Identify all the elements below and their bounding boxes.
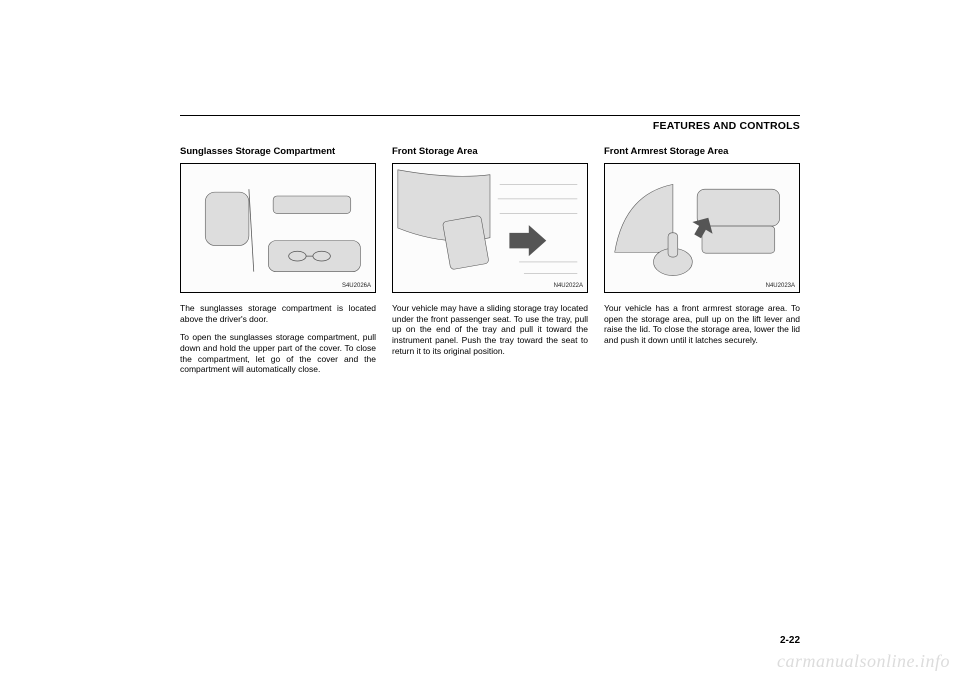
col3-figure: N4U2023A [604,163,800,293]
col1-para2: To open the sunglasses storage compartme… [180,332,376,375]
col1-heading: Sunglasses Storage Compartment [180,146,376,157]
page-number: 2-22 [780,635,800,646]
col2-heading: Front Storage Area [392,146,588,157]
col1-para1: The sunglasses storage compartment is lo… [180,303,376,324]
column-3: Front Armrest Storage Area N4U2023A Your… [604,146,800,383]
column-1: Sunglasses Storage Compartment S4U2026A … [180,146,376,383]
col2-figure-caption: N4U2022A [554,283,583,289]
col3-figure-caption: N4U2023A [766,283,795,289]
col3-para1: Your vehicle has a front armrest storage… [604,303,800,346]
col2-figure: N4U2022A [392,163,588,293]
col3-heading: Front Armrest Storage Area [604,146,800,157]
column-2: Front Storage Area N4U2022A Your v [392,146,588,383]
page-content: FEATURES AND CONTROLS Sunglasses Storage… [180,115,800,383]
col1-figure-caption: S4U2026A [342,283,371,289]
watermark: carmanualsonline.info [777,651,950,672]
section-header: FEATURES AND CONTROLS [180,120,800,132]
col2-para1: Your vehicle may have a sliding storage … [392,303,588,356]
header-rule [180,115,800,116]
col1-figure: S4U2026A [180,163,376,293]
content-columns: Sunglasses Storage Compartment S4U2026A … [180,146,800,383]
